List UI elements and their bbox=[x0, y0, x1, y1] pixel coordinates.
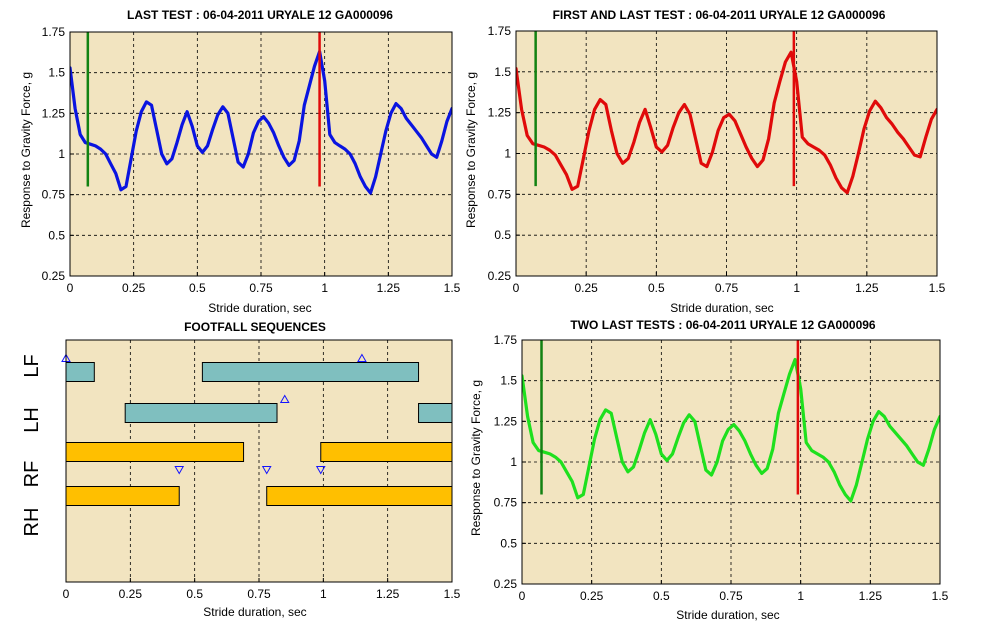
y-tick-label: 1 bbox=[504, 147, 511, 161]
x-tick-label: 0.75 bbox=[247, 587, 271, 601]
x-tick-label: 1.25 bbox=[855, 281, 879, 295]
series-line bbox=[70, 49, 452, 195]
y-tick-label: 0.75 bbox=[42, 188, 66, 202]
x-tick-label: 1.25 bbox=[377, 281, 401, 295]
y-tick-label: 0.75 bbox=[494, 496, 518, 510]
x-tick-label: 0.25 bbox=[122, 281, 146, 295]
footfall-bar bbox=[418, 403, 453, 423]
footfall-bar bbox=[65, 362, 95, 382]
footfall-marker bbox=[261, 466, 272, 475]
y-tick-label: 1.75 bbox=[494, 333, 518, 347]
x-tick-label: 0.75 bbox=[715, 281, 739, 295]
x-tick-label: 1.5 bbox=[929, 281, 946, 295]
plot-border bbox=[515, 30, 938, 277]
row-label: LH bbox=[21, 407, 43, 433]
y-tick-label: 0.5 bbox=[500, 536, 517, 550]
x-tick-label: 1.5 bbox=[444, 587, 461, 601]
x-tick-label: 1 bbox=[321, 281, 328, 295]
row-label: RH bbox=[21, 508, 43, 537]
footfall-bar bbox=[266, 486, 453, 506]
row-label: LF bbox=[21, 354, 43, 377]
x-tick-label: 1.25 bbox=[376, 587, 400, 601]
x-tick-label: 1 bbox=[797, 589, 804, 603]
chart-title: TWO LAST TESTS : 06-04-2011 URYALE 12 GA… bbox=[570, 318, 876, 332]
x-tick-label: 0 bbox=[519, 589, 526, 603]
x-axis-label: Stride duration, sec bbox=[203, 605, 306, 619]
panel-first-and-last-test: FIRST AND LAST TEST : 06-04-2011 URYALE … bbox=[464, 8, 946, 315]
y-axis-label: Response to Gravity Force, g bbox=[19, 72, 33, 228]
y-tick-label: 1.5 bbox=[500, 374, 517, 388]
footfall-marker bbox=[279, 394, 290, 403]
x-tick-label: 0.5 bbox=[653, 589, 670, 603]
footfall-bar bbox=[201, 362, 420, 382]
y-axis-label: Response to Gravity Force, g bbox=[469, 380, 483, 536]
y-tick-label: 1.25 bbox=[494, 414, 518, 428]
y-tick-label: 1.75 bbox=[488, 24, 512, 38]
footfall-marker bbox=[315, 466, 326, 475]
y-tick-label: 1 bbox=[510, 455, 517, 469]
x-tick-label: 1.5 bbox=[444, 281, 461, 295]
y-tick-label: 0.25 bbox=[42, 269, 66, 283]
y-tick-label: 1.25 bbox=[42, 106, 66, 120]
x-tick-label: 0.75 bbox=[719, 589, 743, 603]
plot-border bbox=[69, 31, 453, 277]
y-tick-label: 1.5 bbox=[48, 66, 65, 80]
x-tick-label: 1.5 bbox=[932, 589, 949, 603]
x-tick-label: 1 bbox=[320, 587, 327, 601]
x-tick-label: 0.5 bbox=[648, 281, 665, 295]
x-tick-label: 1.25 bbox=[859, 589, 883, 603]
y-tick-label: 0.75 bbox=[488, 187, 512, 201]
series-line bbox=[522, 357, 940, 503]
x-tick-label: 0.25 bbox=[580, 589, 604, 603]
chart-title: FIRST AND LAST TEST : 06-04-2011 URYALE … bbox=[553, 8, 886, 22]
y-tick-label: 1.75 bbox=[42, 25, 66, 39]
footfall-bar bbox=[320, 442, 453, 462]
chart-title: LAST TEST : 06-04-2011 URYALE 12 GA00009… bbox=[127, 8, 393, 22]
y-tick-label: 1.5 bbox=[494, 65, 511, 79]
panel-footfall-sequences: FOOTFALL SEQUENCES Stride duration, sec … bbox=[21, 320, 461, 619]
series-line bbox=[516, 50, 937, 195]
y-tick-label: 0.25 bbox=[494, 577, 518, 591]
x-axis-label: Stride duration, sec bbox=[676, 608, 779, 622]
footfall-bar bbox=[124, 403, 278, 423]
grid bbox=[516, 31, 937, 276]
footfall-bar bbox=[65, 486, 180, 506]
y-tick-label: 0.5 bbox=[48, 228, 65, 242]
y-tick-label: 1.25 bbox=[488, 106, 512, 120]
y-tick-label: 0.5 bbox=[494, 228, 511, 242]
y-tick-label: 1 bbox=[58, 147, 65, 161]
row-label: RF bbox=[21, 461, 43, 488]
x-tick-label: 1 bbox=[793, 281, 800, 295]
panel-last-test: LAST TEST : 06-04-2011 URYALE 12 GA00009… bbox=[19, 8, 461, 315]
x-tick-label: 0 bbox=[67, 281, 74, 295]
plot-border bbox=[65, 339, 453, 583]
panel-two-last-tests: TWO LAST TESTS : 06-04-2011 URYALE 12 GA… bbox=[469, 318, 949, 622]
footfall-marker bbox=[174, 466, 185, 475]
y-axis-label: Response to Gravity Force, g bbox=[464, 72, 478, 228]
footfall-bar bbox=[65, 442, 245, 462]
footfall-marker bbox=[357, 353, 367, 362]
grid bbox=[70, 32, 452, 276]
grid bbox=[522, 340, 940, 584]
x-tick-label: 0.25 bbox=[574, 281, 598, 295]
chart-title: FOOTFALL SEQUENCES bbox=[184, 320, 326, 334]
plot-border bbox=[521, 339, 941, 585]
x-tick-label: 0 bbox=[63, 587, 70, 601]
x-axis-label: Stride duration, sec bbox=[208, 301, 311, 315]
x-axis-label: Stride duration, sec bbox=[670, 301, 773, 315]
x-tick-label: 0 bbox=[513, 281, 520, 295]
x-tick-label: 0.75 bbox=[249, 281, 273, 295]
y-tick-label: 0.25 bbox=[488, 269, 512, 283]
x-tick-label: 0.25 bbox=[119, 587, 143, 601]
x-tick-label: 0.5 bbox=[189, 281, 206, 295]
x-tick-label: 0.5 bbox=[186, 587, 203, 601]
